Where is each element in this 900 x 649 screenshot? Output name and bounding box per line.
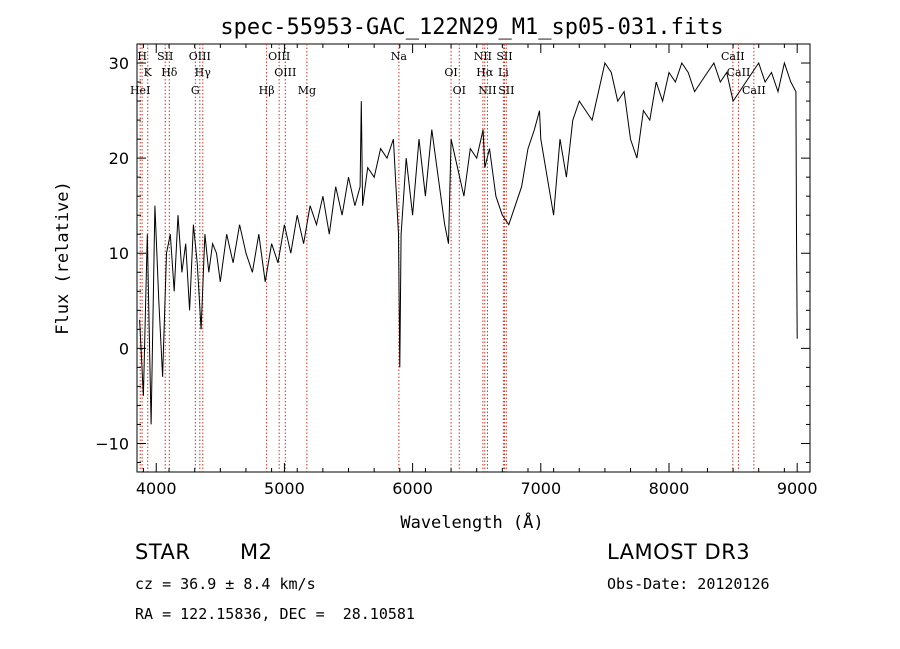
object-class: STAR [135,540,191,564]
line-label: G [191,84,200,97]
line-label: OIII [274,66,296,79]
spectral-line-labels: HKHeISIIHδGOIIIHγHβOIIIOIIIMgNaOIOINIIHα… [130,50,766,97]
line-label: Na [391,50,408,63]
line-label: Hα [476,66,494,79]
x-axis-ticks: 4000 5000 6000 7000 8000 9000 [136,44,818,498]
x-tick-label: 4000 [136,479,177,498]
y-tick-label: 30 [109,54,129,73]
line-label: HeI [130,84,150,97]
line-label: OI [453,84,466,97]
x-axis-label: Wavelength (Å) [400,511,543,533]
line-label: CaII [742,84,766,97]
y-tick-label: −10 [95,434,129,453]
y-tick-label: 20 [109,149,129,168]
line-label: SII [496,50,512,63]
survey-name: LAMOST DR3 [607,540,751,564]
spectrum-plot: spec-55953-GAC_122N29_M1_sp05-031.fits H… [53,15,818,533]
observation-date: Obs-Date: 20120126 [607,575,770,593]
line-label: OI [444,66,457,79]
line-label: CaII [727,66,751,79]
y-tick-label: 0 [119,339,129,358]
coordinates: RA = 122.15836, DEC = 28.10581 [135,605,415,623]
line-label: Li [498,66,509,79]
line-label: K [144,66,153,79]
object-subclass: M2 [240,540,273,564]
plot-frame [136,43,811,473]
redshift-cz: cz = 36.9 ± 8.4 km/s [135,575,316,593]
x-tick-label: 8000 [649,479,690,498]
line-label: OIII [189,50,211,63]
line-label: OIII [268,50,290,63]
y-axis-label: Flux (relative) [53,181,73,335]
line-label: NII [478,84,496,97]
chart-title: spec-55953-GAC_122N29_M1_sp05-031.fits [220,15,723,40]
line-label: Mg [298,84,316,97]
x-tick-label: 6000 [392,479,433,498]
y-axis-ticks: −10 0 10 20 30 [95,43,810,463]
x-tick-label: 5000 [264,479,305,498]
x-tick-label: 7000 [520,479,561,498]
line-label: SII [498,84,514,97]
flux-series-line [139,61,798,425]
spectral-line-markers [139,44,755,472]
line-label: CaII [721,50,745,63]
line-label: SII [157,50,173,63]
line-label: NII [474,50,492,63]
x-tick-label: 9000 [777,479,818,498]
line-label: Hβ [259,84,275,97]
line-label: Hδ [161,66,178,79]
y-tick-label: 10 [109,244,129,263]
line-label: H [137,50,147,63]
line-label: Hγ [195,66,212,79]
